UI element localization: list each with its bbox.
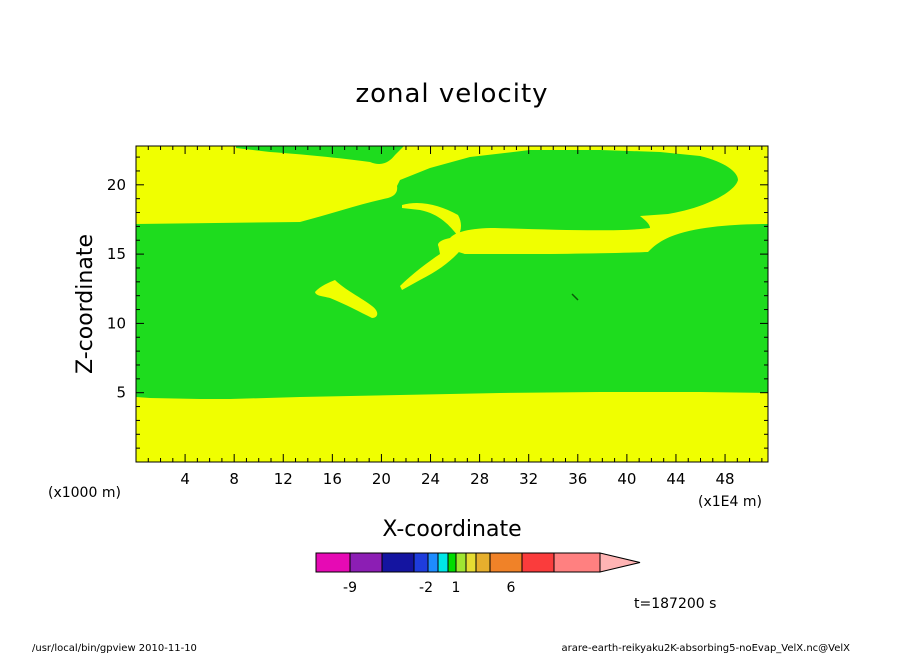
colorbar-labels: -9 -2 1 6: [343, 580, 516, 596]
yellow-finger: [400, 241, 462, 290]
y-tick-label: 15: [107, 245, 126, 263]
x-tick-label: 48: [716, 470, 735, 488]
colorbar-segment: [413, 552, 429, 573]
x-tick-label: 16: [323, 470, 342, 488]
colorbar-segment: [437, 552, 449, 573]
plot-frame: [135, 145, 769, 463]
x-tick-label: 40: [617, 470, 636, 488]
yellow-sliver: [402, 203, 461, 236]
y-tick-label: 20: [107, 176, 126, 194]
tick-marks: [136, 146, 768, 462]
colorbar-segment: [381, 552, 415, 573]
yellow-blob: [315, 280, 378, 318]
colorbar: [315, 552, 641, 573]
x-unit-label: (x1E4 m): [698, 494, 762, 510]
colorbar-segment: [455, 552, 467, 573]
colorbar-segment: [447, 552, 457, 573]
colorbar-segment: [427, 552, 439, 573]
y-tick-labels: 5 10 15 20: [107, 176, 126, 402]
x-axis-label: X-coordinate: [382, 517, 521, 542]
colorbar-label: -2: [419, 580, 433, 596]
x-tick-label: 4: [180, 470, 190, 488]
x-tick-label: 24: [421, 470, 440, 488]
y-tick-label: 10: [107, 314, 126, 332]
x-tick-label: 20: [372, 470, 391, 488]
colorbar-label: 1: [452, 580, 461, 596]
footer-left: /usr/local/bin/gpview 2010-11-10: [32, 643, 197, 654]
y-axis-label: Z-coordinate: [73, 234, 98, 374]
time-label: t=187200 s: [634, 596, 716, 612]
x-tick-label: 32: [519, 470, 538, 488]
x-tick-label: 44: [666, 470, 685, 488]
green-region-top: [236, 146, 404, 164]
colorbar-segment: [475, 552, 491, 573]
colorbar-segment: [553, 552, 601, 573]
colorbar-segment: [465, 552, 477, 573]
colorbar-segment: [521, 552, 555, 573]
plot-area: [135, 145, 769, 463]
colorbar-label: -9: [343, 580, 357, 596]
y-tick-label: 5: [116, 384, 126, 402]
colorbar-segment: [315, 552, 351, 573]
tiny-mark: [571, 293, 579, 301]
y-unit-label: (x1000 m): [48, 485, 121, 501]
colorbar-segment: [349, 552, 383, 573]
footer-right: arare-earth-reikyaku2K-absorbing5-noEvap…: [562, 643, 851, 654]
x-tick-label: 12: [274, 470, 293, 488]
x-tick-label: 28: [470, 470, 489, 488]
green-region-main: [136, 150, 768, 399]
colorbar-arrow: [599, 552, 641, 573]
colorbar-segment: [489, 552, 523, 573]
colorbar-label: 6: [507, 580, 516, 596]
x-tick-label: 36: [568, 470, 587, 488]
x-tick-labels: 4 8 12 16 20 24 28 32 36 40 44 48: [180, 470, 734, 488]
chart-title: zonal velocity: [355, 79, 548, 109]
yellow-streak: [454, 230, 653, 254]
x-tick-label: 8: [229, 470, 239, 488]
